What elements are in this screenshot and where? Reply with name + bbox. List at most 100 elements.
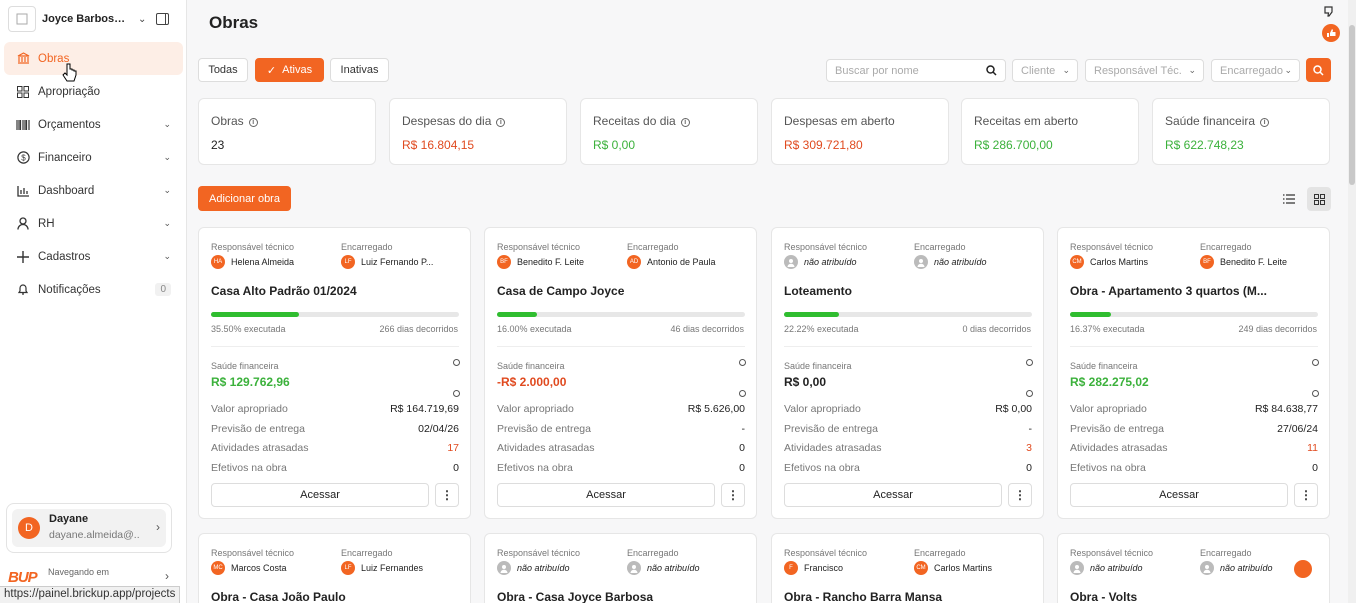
access-button[interactable]: Acessar — [784, 483, 1002, 507]
sidebar-item-5[interactable]: RH ⌄ — [4, 207, 183, 240]
info-row-appropriated: Valor apropriado R$ 84.638,77 — [1070, 403, 1318, 415]
filter-active-button[interactable]: ✓ Ativas — [255, 58, 324, 82]
sidebar-item-0[interactable]: Obras — [4, 42, 183, 75]
user-placeholder-icon — [784, 255, 798, 269]
sidebar-item-6[interactable]: Cadastros ⌄ — [4, 240, 183, 273]
client-select-label: Cliente — [1021, 65, 1056, 77]
info-row-delivery: Previsão de entrega 27/06/24 — [1070, 423, 1318, 435]
progress-bar — [211, 312, 459, 317]
manager-person: não atribuído — [627, 561, 700, 575]
grid-view-icon[interactable] — [1307, 187, 1331, 211]
scrollbar-thumb[interactable] — [1349, 25, 1355, 185]
info-row-staff: Efetivos na obra 0 — [211, 462, 459, 474]
info-icon[interactable] — [453, 390, 460, 397]
filter-all-button[interactable]: Todas — [198, 58, 248, 82]
more-options-icon[interactable]: ⋮ — [435, 483, 459, 507]
thumb-down-icon[interactable] — [1323, 6, 1335, 18]
project-name[interactable]: Obra - Apartamento 3 quartos (M... — [1070, 284, 1267, 298]
manager-name: não atribuído — [647, 563, 700, 573]
project-name[interactable]: Obra - Rancho Barra Mansa — [784, 590, 943, 603]
more-options-icon[interactable]: ⋮ — [1294, 483, 1318, 507]
appropriated-label: Valor apropriado — [784, 403, 861, 415]
chevron-down-icon[interactable]: ⌄ — [138, 13, 147, 25]
late-value: 3 — [1026, 442, 1032, 454]
sidebar-item-3[interactable]: $ Financeiro ⌄ — [4, 141, 183, 174]
project-name[interactable]: Casa de Campo Joyce — [497, 284, 625, 298]
sidebar-item-label: Cadastros — [38, 250, 91, 263]
brand-switcher[interactable]: BUP Navegando em › — [8, 566, 183, 596]
info-icon[interactable] — [739, 359, 746, 366]
sidebar-item-2[interactable]: Orçamentos ⌄ — [4, 108, 183, 141]
search-button[interactable] — [1306, 58, 1331, 82]
sidebar-item-4[interactable]: Dashboard ⌄ — [4, 174, 183, 207]
health-value: -R$ 2.000,00 — [497, 375, 567, 389]
workspace-switcher[interactable]: Joyce Barbosa E... ⌄ — [8, 6, 183, 32]
divider — [784, 346, 1032, 347]
search-icon[interactable] — [986, 65, 997, 76]
info-icon[interactable] — [1312, 359, 1319, 366]
appropriated-value: R$ 0,00 — [995, 403, 1032, 415]
info-icon[interactable]: i — [248, 118, 258, 127]
sidebar-toggle-icon[interactable] — [156, 13, 170, 25]
manager-label: Encarregado — [1200, 242, 1252, 252]
project-card: Responsável técnico Encarregado não atribu… — [1057, 533, 1330, 603]
manager-select[interactable]: Encarregado ⌄ — [1211, 59, 1300, 82]
late-value: 0 — [739, 442, 745, 454]
info-icon[interactable]: i — [1260, 118, 1270, 127]
access-button[interactable]: Acessar — [1070, 483, 1288, 507]
health-label: Saúde financeira — [1070, 361, 1138, 371]
project-card: Responsável técnico Encarregado não atribu… — [771, 227, 1044, 519]
manager-person: não atribuído — [1200, 561, 1273, 575]
late-label: Atividades atrasadas — [784, 442, 882, 454]
thumb-up-icon[interactable] — [1322, 24, 1340, 42]
info-row-appropriated: Valor apropriado R$ 0,00 — [784, 403, 1032, 415]
info-icon[interactable] — [1312, 390, 1319, 397]
list-view-icon[interactable] — [1277, 187, 1301, 211]
project-name[interactable]: Obra - Casa Joyce Barbosa — [497, 590, 654, 603]
client-select[interactable]: Cliente ⌄ — [1012, 59, 1078, 82]
info-icon[interactable] — [1026, 359, 1033, 366]
info-row-late: Atividades atrasadas 17 — [211, 442, 459, 454]
info-icon[interactable] — [1026, 390, 1033, 397]
stat-label-wrap: Obras i — [211, 114, 258, 128]
progress-percent: 16.00% executada — [497, 324, 572, 334]
delivery-label: Previsão de entrega — [211, 423, 305, 435]
sidebar-item-1[interactable]: Apropriação — [4, 75, 183, 108]
info-icon[interactable]: i — [680, 118, 690, 127]
stat-value: R$ 286.700,00 — [974, 138, 1053, 152]
stat-label-wrap: Despesas do dia i — [402, 114, 506, 128]
more-options-icon[interactable]: ⋮ — [721, 483, 745, 507]
project-name[interactable]: Casa Alto Padrão 01/2024 — [211, 284, 357, 298]
tech-person: HA Helena Almeida — [211, 255, 294, 269]
manager-person: AD Antonio de Paula — [627, 255, 716, 269]
sidebar-item-label: Notificações — [38, 283, 101, 296]
info-icon[interactable] — [453, 359, 460, 366]
filter-inactive-button[interactable]: Inativas — [330, 58, 389, 82]
sidebar-item-7[interactable]: Notificações 0 — [4, 273, 183, 306]
scrollbar[interactable] — [1348, 0, 1356, 603]
progress-bar — [497, 312, 745, 317]
manager-label: Encarregado — [914, 548, 966, 558]
chat-button[interactable] — [1294, 560, 1312, 578]
project-name[interactable]: Obra - Casa João Paulo — [211, 590, 346, 603]
access-button[interactable]: Acessar — [497, 483, 715, 507]
progress-fill — [497, 312, 537, 317]
info-row-appropriated: Valor apropriado R$ 5.626,00 — [497, 403, 745, 415]
search-input[interactable] — [827, 60, 977, 81]
project-name[interactable]: Obra - Volts — [1070, 590, 1138, 603]
sidebar-item-label: Dashboard — [38, 184, 95, 197]
project-name[interactable]: Loteamento — [784, 284, 853, 298]
sidebar-nav: Obras Apropriação Orçamentos ⌄ $ Financeiro ⌄ D… — [4, 42, 183, 306]
more-options-icon[interactable]: ⋮ — [1008, 483, 1032, 507]
staff-value: 0 — [1026, 462, 1032, 474]
technician-select[interactable]: Responsável Téc. ⌄ — [1085, 59, 1204, 82]
project-card: Responsável técnico Encarregado CM Carlos M… — [1057, 227, 1330, 519]
user-card[interactable]: D Dayane dayane.almeida@... › — [6, 503, 172, 553]
info-icon[interactable]: i — [496, 118, 506, 127]
health-value: R$ 282.275,02 — [1070, 375, 1149, 389]
access-button[interactable]: Acessar — [211, 483, 429, 507]
add-project-button[interactable]: Adicionar obra — [198, 186, 291, 211]
page-title: Obras — [209, 13, 259, 32]
info-row-delivery: Previsão de entrega - — [784, 423, 1032, 435]
info-icon[interactable] — [739, 390, 746, 397]
